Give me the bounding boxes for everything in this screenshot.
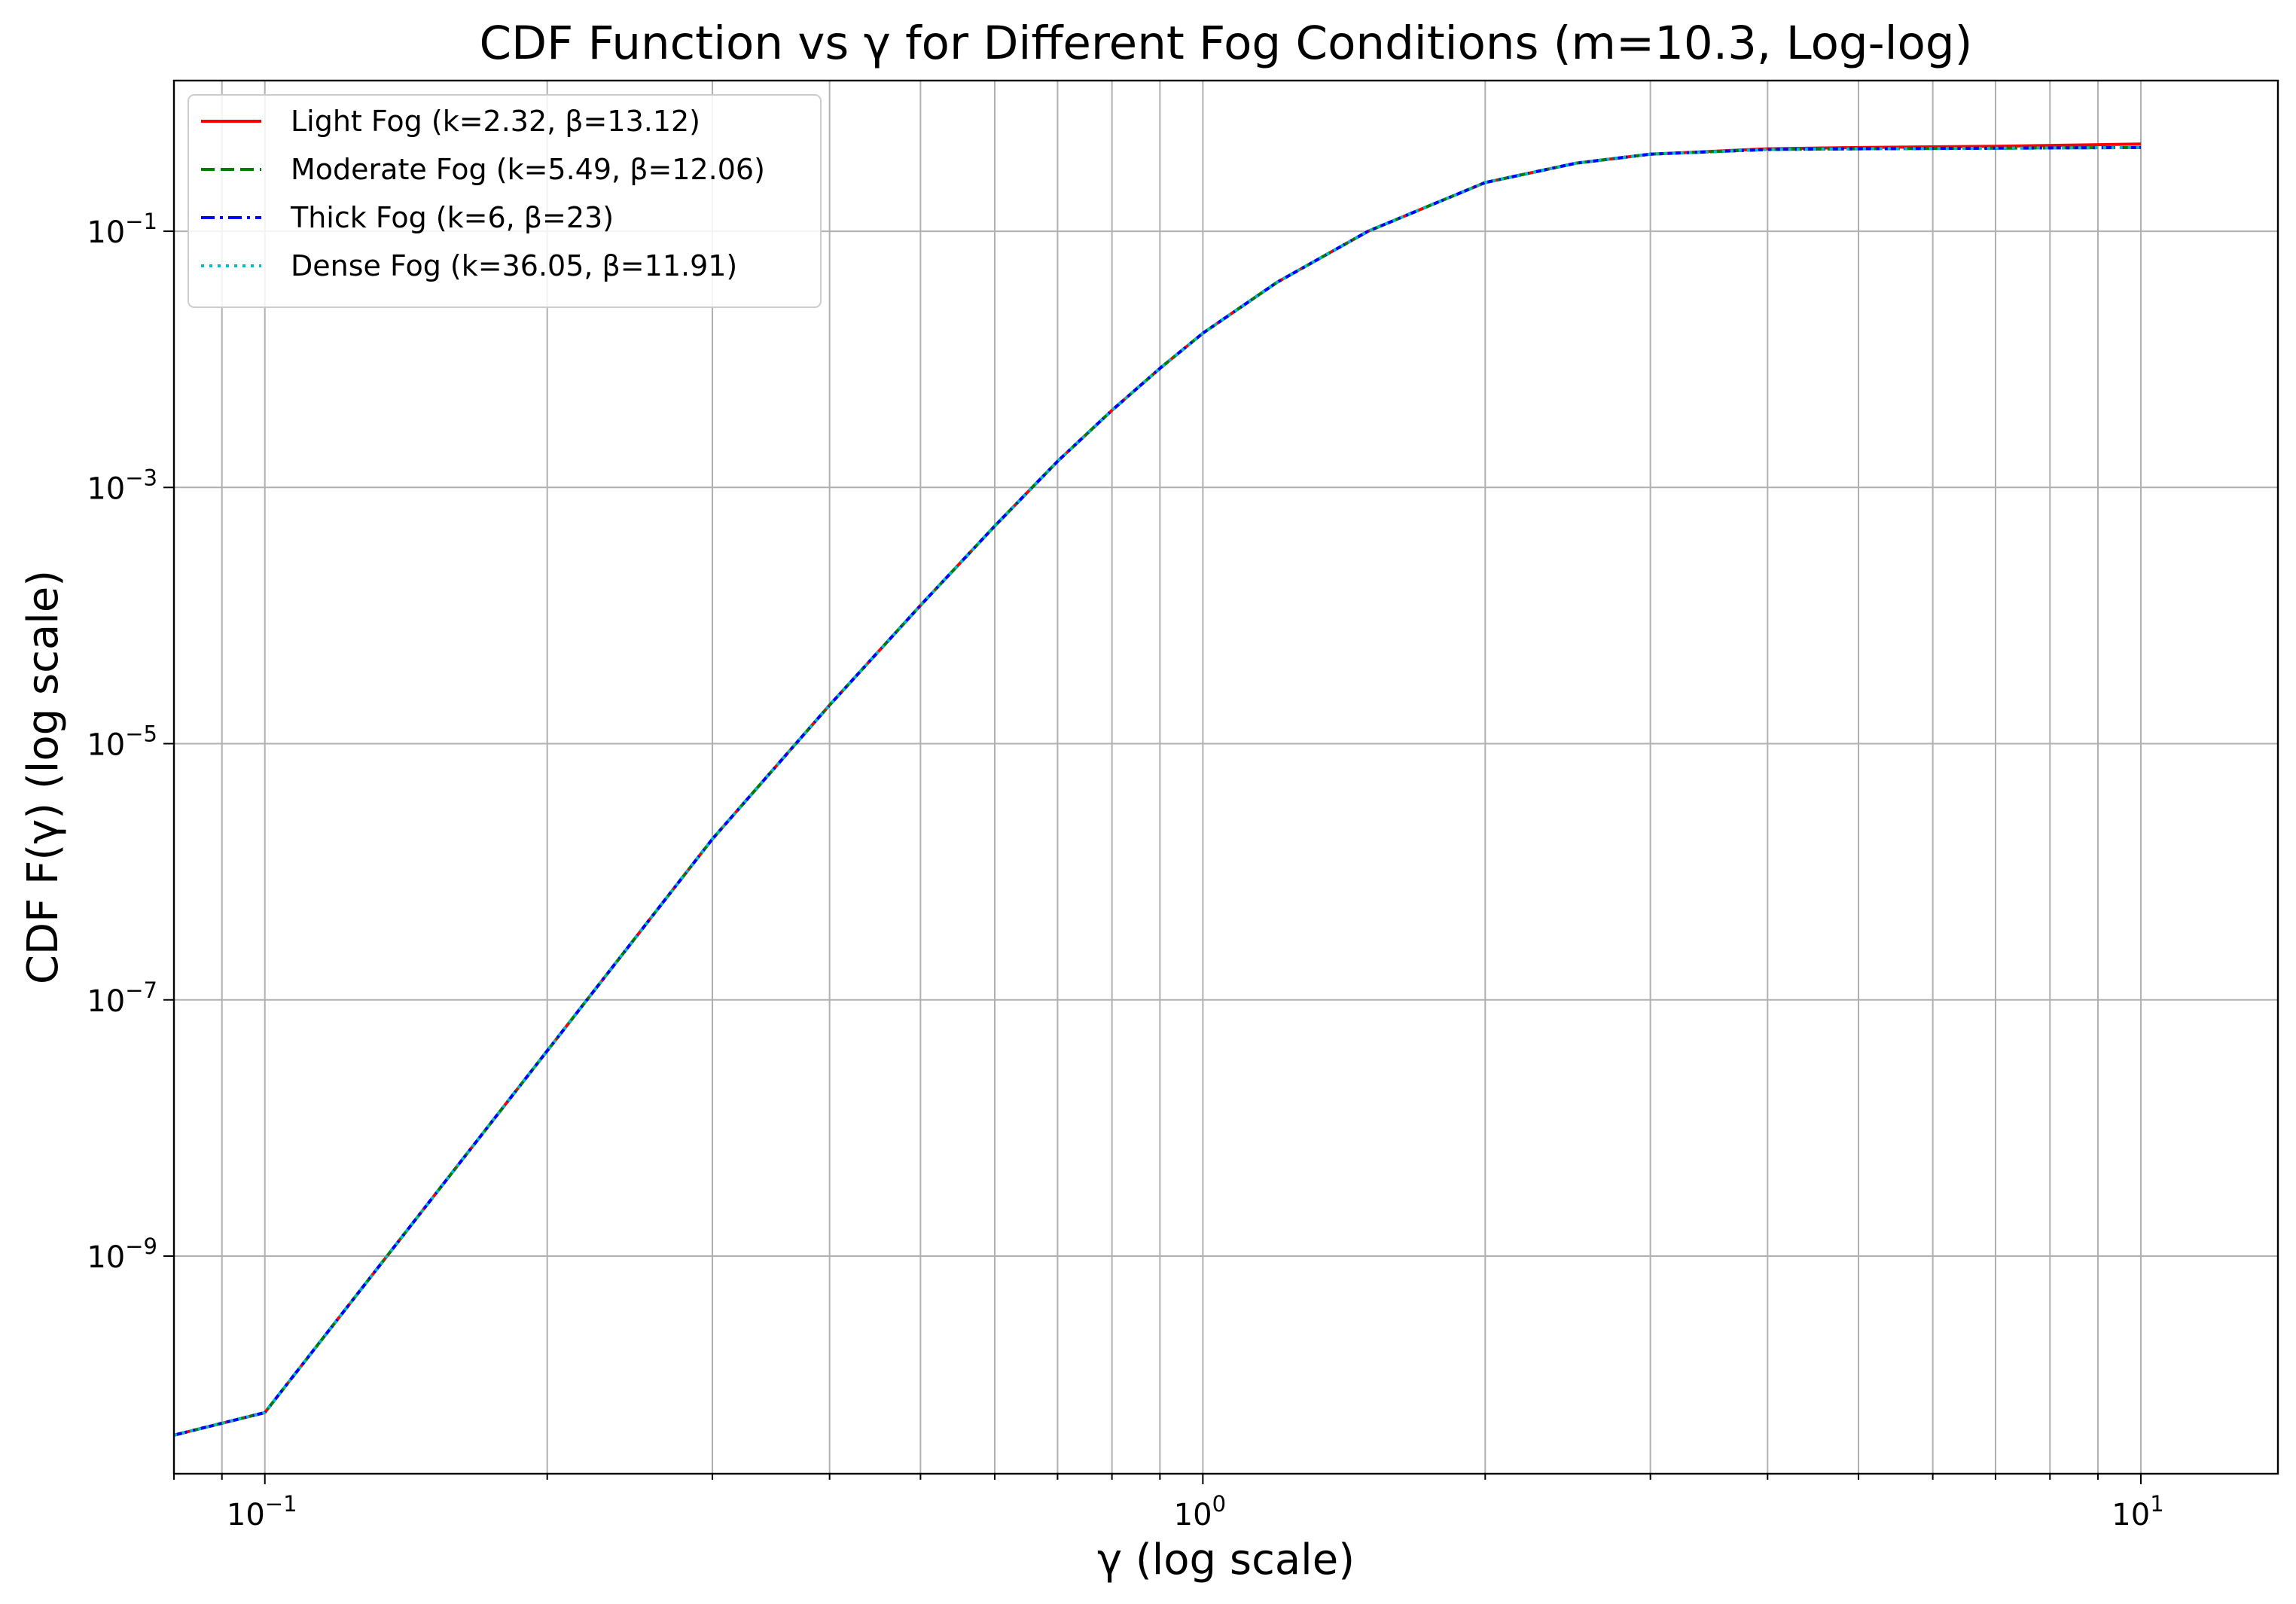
y-tick-label: 10−7	[87, 977, 157, 1019]
x-tick-label: 100	[1174, 1491, 1226, 1532]
x-axis-label: γ (log scale)	[1097, 1535, 1355, 1584]
series-line-4	[173, 145, 2142, 1437]
x-tick-label: 10−1	[227, 1491, 297, 1532]
y-tick-label: 10−9	[87, 1233, 157, 1275]
plot-frame	[172, 79, 2279, 1475]
legend-label-4: Dense Fog (k=36.05, β=11.91)	[291, 249, 737, 282]
series-line-3	[173, 145, 2142, 1437]
legend: Light Fog (k=2.32, β=13.12) Moderate Fog …	[188, 94, 822, 308]
legend-label-3: Thick Fog (k=6, β=23)	[290, 201, 614, 234]
y-axis-label: CDF F(γ) (log scale)	[19, 570, 68, 984]
x-tick-label: 101	[2112, 1491, 2163, 1532]
legend-box	[188, 94, 822, 308]
y-tick-label: 10−3	[87, 465, 157, 506]
y-tick-label: 10−1	[87, 209, 157, 250]
grid	[173, 81, 2278, 1474]
chart-title: CDF Function vs γ for Different Fog Cond…	[480, 17, 1973, 70]
legend-label-1: Light Fog (k=2.32, β=13.12)	[291, 105, 700, 138]
plot-background	[174, 81, 2278, 1474]
ticks: 10−1 100 101 10−9 10−7 10−5 10−3 10−1	[87, 209, 2163, 1532]
legend-label-2: Moderate Fog (k=5.49, β=12.06)	[291, 153, 765, 186]
series-layer	[173, 142, 2142, 1437]
y-tick-label: 10−5	[87, 721, 157, 763]
